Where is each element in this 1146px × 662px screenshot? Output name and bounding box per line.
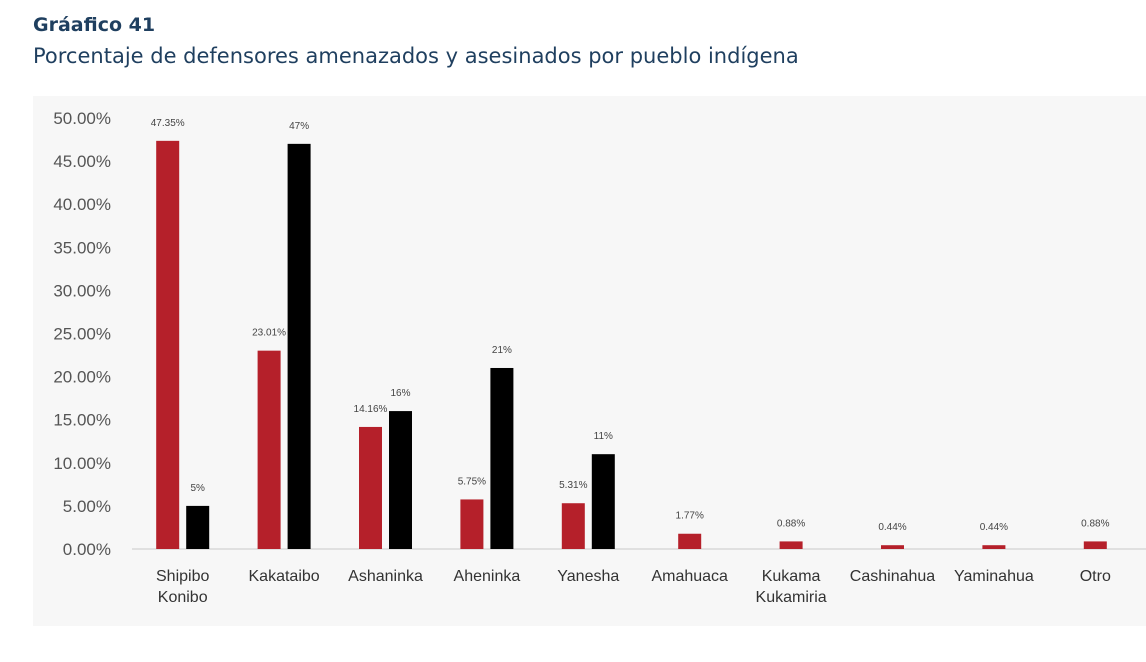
category-label: Yanesha (557, 568, 619, 585)
category-label: Kakataibo (249, 568, 320, 585)
data-label: 47.35% (151, 118, 185, 129)
chart-title: Gráafico 41 (33, 14, 156, 36)
data-label: 0.44% (878, 522, 906, 533)
category-label: Yaminahua (954, 568, 1034, 585)
y-tick-label: 15.00% (53, 411, 111, 430)
category-label: Otro (1080, 568, 1111, 585)
data-label: 0.88% (1081, 518, 1109, 529)
data-label: 0.88% (777, 518, 805, 529)
y-tick-label: 30.00% (53, 281, 111, 300)
bar (359, 426, 382, 549)
bar (460, 499, 484, 549)
category-label: Ashaninka (348, 568, 423, 585)
bar (490, 367, 514, 549)
category-label: Cashinahua (850, 568, 936, 585)
bar (881, 545, 904, 549)
data-label: 23.01% (252, 328, 286, 339)
bar (257, 350, 281, 549)
y-tick-label: 50.00% (53, 109, 111, 128)
data-label: 1.77% (676, 511, 704, 522)
data-label: 16% (390, 388, 410, 399)
bar (186, 505, 210, 549)
category-label: Konibo (158, 589, 208, 606)
data-label: 0.44% (980, 522, 1008, 533)
y-tick-label: 25.00% (53, 325, 111, 344)
category-label: Kukamiria (756, 589, 827, 606)
chart-subtitle: Porcentaje de defensores amenazados y as… (33, 44, 799, 68)
bar (591, 454, 615, 549)
category-label: Kukama (762, 568, 821, 585)
y-tick-label: 5.00% (63, 497, 111, 516)
y-tick-label: 45.00% (53, 152, 111, 171)
bar (1083, 541, 1107, 549)
bar (678, 533, 702, 549)
data-label: 11% (594, 431, 613, 442)
bar (982, 545, 1006, 549)
bar (779, 541, 803, 549)
bar-chart: 0.00% 5.00% 10.00% 15.00% 20.00% 25.00% 30.00%… (53, 109, 1146, 606)
data-label: 14.16% (354, 404, 388, 415)
data-label: 21% (492, 345, 512, 356)
category-label: Aheninka (454, 568, 521, 585)
bar (561, 503, 585, 549)
data-label: 5.31% (559, 480, 587, 491)
data-label: 5.75% (458, 476, 486, 487)
data-label: 47% (289, 121, 309, 132)
chart-area: 0.00% 5.00% 10.00% 15.00% 20.00% 25.00% 30.00%… (33, 96, 1146, 626)
y-tick-label: 0.00% (63, 540, 111, 559)
y-tick-label: 35.00% (53, 238, 111, 257)
bar (287, 143, 311, 550)
y-tick-label: 20.00% (53, 368, 111, 387)
y-tick-label: 40.00% (53, 195, 111, 214)
category-label: Shipibo (156, 568, 209, 585)
category-label: Amahuaca (651, 568, 728, 585)
bar (389, 411, 412, 549)
data-label: 5% (190, 483, 205, 494)
y-tick-label: 10.00% (53, 454, 111, 473)
bar (156, 140, 180, 549)
